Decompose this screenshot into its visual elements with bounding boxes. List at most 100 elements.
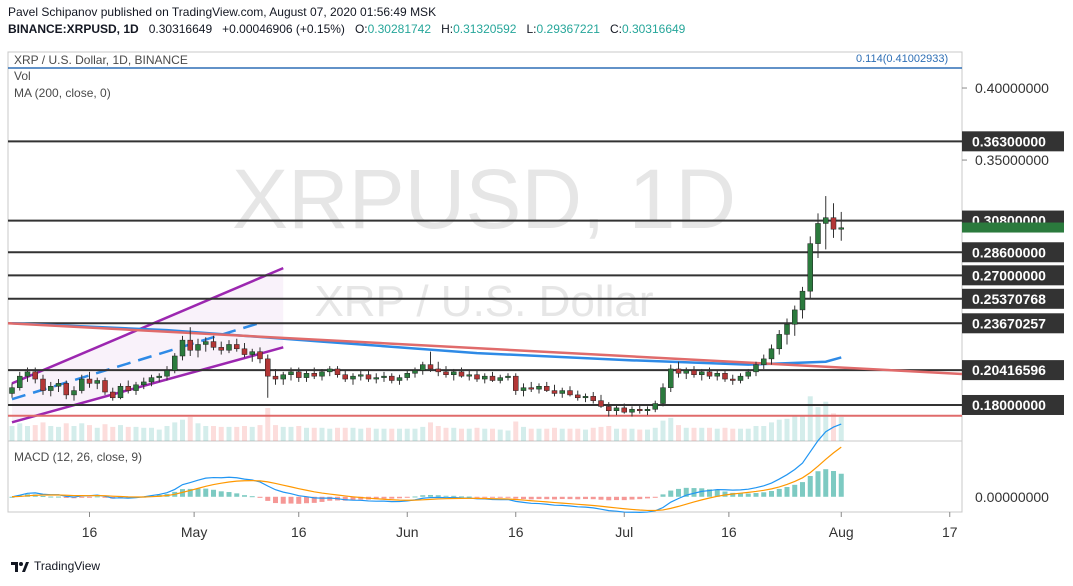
candle-body xyxy=(334,368,341,375)
candle-body xyxy=(706,371,713,377)
price-axis-label: 0.35000000 xyxy=(975,152,1049,168)
candle-body xyxy=(652,403,658,410)
candle-body xyxy=(691,370,697,375)
macd-histogram-bar xyxy=(699,488,705,497)
candle-body xyxy=(296,371,302,378)
volume-bar xyxy=(567,428,573,441)
time-axis-label: Jul xyxy=(615,524,633,540)
candle-body xyxy=(288,371,294,375)
candle-body xyxy=(737,375,744,381)
volume-bar xyxy=(412,428,418,441)
tradingview-logo-icon xyxy=(11,562,29,572)
price-axis-label: 0.40000000 xyxy=(975,80,1049,96)
volume-bar xyxy=(180,419,185,441)
volume-bar xyxy=(288,426,294,441)
volume-bar xyxy=(652,427,658,441)
candle-body xyxy=(141,381,147,386)
macd-histogram-bar xyxy=(48,496,54,498)
macd-histogram-bar xyxy=(373,496,379,500)
candle-body xyxy=(823,217,829,224)
macd-histogram-bar xyxy=(273,496,278,504)
macd-histogram-bar xyxy=(683,487,689,497)
candle-body xyxy=(551,390,558,394)
macd-histogram-bar xyxy=(730,492,736,497)
volume-bar xyxy=(265,408,271,441)
macd-histogram-bar xyxy=(606,496,612,501)
macd-histogram-bar xyxy=(412,496,418,498)
macd-histogram-bar xyxy=(443,495,449,497)
candle-body xyxy=(241,348,248,355)
time-axis-label: Jun xyxy=(396,524,419,540)
candle-body xyxy=(172,355,178,371)
volume-bar xyxy=(792,416,798,441)
trend-line xyxy=(7,322,963,376)
volume-bar xyxy=(699,427,705,441)
candle-body xyxy=(761,358,767,365)
volume-legend[interactable]: Vol xyxy=(14,69,31,83)
macd-histogram-bar xyxy=(203,488,209,497)
macd-histogram-bar xyxy=(451,495,457,497)
volume-bar xyxy=(598,426,604,441)
candle-body xyxy=(458,371,465,377)
macd-signal-line xyxy=(11,446,842,512)
candle-body xyxy=(443,371,449,375)
watermark-description: XRP / U.S. Dollar xyxy=(314,277,653,326)
candle-body xyxy=(815,223,821,244)
macd-histogram-bar xyxy=(691,488,697,497)
volume-bar xyxy=(606,426,612,441)
volume-bar xyxy=(776,419,782,441)
volume-bar xyxy=(172,422,178,441)
candle-body xyxy=(776,334,782,350)
candle-body xyxy=(48,386,54,391)
macd-histogram-bar xyxy=(776,488,782,497)
fib-label: 0.114(0.41002933) xyxy=(856,53,949,65)
candle-body xyxy=(513,375,519,391)
level-price-tag xyxy=(962,394,1064,415)
volume-bar xyxy=(141,427,147,441)
candle-body xyxy=(210,341,217,348)
candle-body xyxy=(505,375,511,378)
macd-histogram-bar xyxy=(513,496,519,499)
level-price-tag xyxy=(962,360,1064,381)
macd-histogram-bar xyxy=(575,496,581,500)
candle-body xyxy=(218,347,224,351)
volume-bar xyxy=(513,421,519,441)
volume-bar xyxy=(443,427,449,441)
volume-bar xyxy=(118,425,123,441)
volume-bar xyxy=(420,426,426,441)
macd-histogram-bar xyxy=(559,496,565,500)
volume-bar xyxy=(311,427,317,441)
footer-brand[interactable]: TradingView xyxy=(10,559,100,573)
candle-body xyxy=(358,374,364,377)
macd-histogram-bar xyxy=(629,496,635,500)
volume-bar xyxy=(125,426,131,441)
volume-bar xyxy=(366,427,371,441)
candle-body xyxy=(94,380,100,384)
volume-bar xyxy=(48,426,54,441)
candle-body xyxy=(838,227,844,230)
volume-bar xyxy=(730,428,736,441)
series-legend[interactable]: XRP / U.S. Dollar, 1D, BINANCE xyxy=(14,53,188,67)
volume-bar xyxy=(815,407,821,441)
candle-body xyxy=(559,390,565,394)
candle-body xyxy=(753,364,759,373)
volume-bar xyxy=(319,427,325,441)
candle-body xyxy=(40,378,46,391)
volume-bar xyxy=(528,428,534,441)
volume-bar xyxy=(17,423,23,441)
candle-body xyxy=(598,400,604,407)
ma-legend[interactable]: MA (200, close, 0) xyxy=(14,86,111,100)
macd-histogram-bar xyxy=(389,496,395,499)
volume-bar xyxy=(614,428,619,441)
candle-body xyxy=(575,394,581,399)
macd-histogram-bar xyxy=(195,488,201,497)
volume-bar xyxy=(714,428,720,441)
time-axis-label: May xyxy=(181,524,207,540)
macd-histogram-bar xyxy=(211,489,216,497)
candle-body xyxy=(396,377,403,381)
macd-histogram-bar xyxy=(288,496,294,504)
volume-bar xyxy=(575,428,581,441)
macd-histogram-bar xyxy=(420,495,426,497)
macd-legend[interactable]: MACD (12, 26, close, 9) xyxy=(14,450,143,464)
